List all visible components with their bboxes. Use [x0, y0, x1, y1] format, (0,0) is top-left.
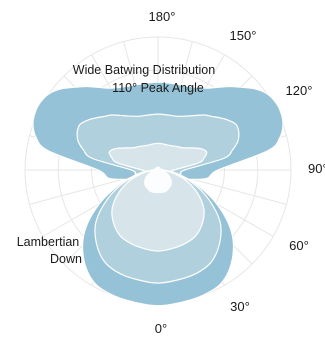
- angle-label-30: 30°: [230, 299, 250, 314]
- lambertian-down-label: Down: [50, 252, 82, 266]
- batwing-title-label: Wide Batwing Distribution: [73, 63, 215, 77]
- angle-label-0: 0°: [155, 321, 167, 336]
- angle-label-120: 120°: [286, 83, 313, 98]
- distribution-curves: [32, 81, 284, 307]
- center-curve-7: [144, 166, 172, 194]
- angle-label-90: 90°: [308, 161, 325, 176]
- batwing-peak-label: 110° Peak Angle: [112, 81, 204, 95]
- chart-labels: 0° 30° 60° 90° 120° 150° 180° Wide Batwi…: [17, 9, 325, 336]
- lambertian-label: Lambertian: [17, 235, 80, 249]
- angle-label-60: 60°: [289, 238, 309, 253]
- angle-label-180: 180°: [149, 9, 176, 24]
- angle-label-150: 150°: [230, 28, 257, 43]
